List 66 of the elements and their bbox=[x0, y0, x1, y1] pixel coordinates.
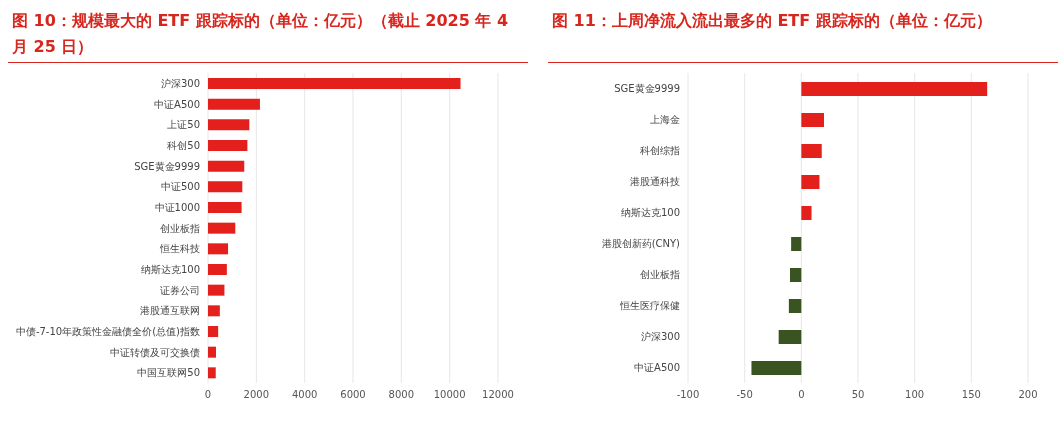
y-tick-label: 中国互联网50 bbox=[137, 367, 200, 379]
x-tick-label: 6000 bbox=[340, 389, 366, 401]
bar bbox=[788, 299, 802, 313]
x-tick-label: -100 bbox=[676, 389, 700, 401]
bar bbox=[208, 160, 245, 172]
bar bbox=[208, 326, 219, 337]
bar bbox=[208, 346, 216, 358]
bar bbox=[208, 78, 461, 89]
x-tick-label: 50 bbox=[851, 389, 865, 401]
x-tick-label: 200 bbox=[1018, 389, 1038, 401]
x-tick-label: 0 bbox=[798, 389, 805, 401]
y-tick-label: 港股通互联网 bbox=[140, 305, 200, 317]
x-tick-label: 2000 bbox=[243, 389, 270, 401]
bar bbox=[751, 361, 802, 375]
bar bbox=[208, 98, 260, 110]
y-tick-label: 中证转债及可交换债 bbox=[110, 346, 200, 358]
bar bbox=[208, 305, 220, 317]
y-tick-label: SGE黄金9999 bbox=[614, 83, 680, 95]
bar bbox=[790, 268, 802, 282]
y-tick-label: 中证1000 bbox=[154, 201, 200, 213]
x-tick-label: 150 bbox=[961, 389, 981, 401]
x-tick-label: 12000 bbox=[482, 389, 514, 401]
y-tick-label: 科创50 bbox=[167, 139, 200, 151]
y-tick-label: 科创综指 bbox=[640, 145, 680, 157]
bar bbox=[208, 181, 243, 193]
y-tick-label: 港股创新药(CNY) bbox=[601, 238, 681, 250]
bar bbox=[801, 175, 820, 189]
bar bbox=[208, 284, 225, 296]
chart-title: 图 10：规模最大的 ETF 跟踪标的（单位：亿元）（截止 2025 年 4 月 25 日） bbox=[8, 8, 528, 63]
bar bbox=[208, 264, 227, 275]
bar bbox=[208, 367, 216, 379]
bar bbox=[801, 206, 812, 220]
bar bbox=[801, 113, 824, 127]
y-tick-label: 中证500 bbox=[160, 181, 200, 193]
y-tick-label: 创业板指 bbox=[160, 222, 200, 234]
chart-title: 图 11：上周净流入流出最多的 ETF 跟踪标的（单位：亿元） bbox=[548, 8, 1058, 63]
x-tick-label: 8000 bbox=[388, 389, 415, 401]
y-tick-label: 证券公司 bbox=[160, 284, 200, 296]
y-tick-label: SGE黄金9999 bbox=[134, 160, 200, 172]
y-tick-label: 中证A500 bbox=[154, 98, 200, 110]
y-tick-label: 沪深300 bbox=[640, 331, 680, 343]
y-tick-label: 中债-7-10年政策性金融债全价(总值)指数 bbox=[15, 325, 200, 337]
y-tick-label: 恒生科技 bbox=[159, 243, 200, 255]
x-tick-label: 10000 bbox=[433, 389, 466, 401]
bar bbox=[208, 202, 242, 213]
y-tick-label: 创业板指 bbox=[640, 269, 680, 281]
y-tick-label: 上证50 bbox=[167, 119, 200, 131]
y-tick-label: 纳斯达克100 bbox=[620, 207, 680, 219]
y-tick-label: 上海金 bbox=[650, 114, 680, 126]
bar bbox=[801, 144, 822, 158]
bar bbox=[801, 82, 988, 96]
y-tick-label: 恒生医疗保健 bbox=[619, 300, 680, 312]
x-tick-label: 0 bbox=[204, 389, 212, 401]
y-tick-label: 港股通科技 bbox=[630, 176, 680, 188]
bar bbox=[778, 330, 802, 344]
bar bbox=[791, 237, 802, 251]
y-tick-label: 纳斯达克100 bbox=[140, 263, 200, 275]
y-tick-label: 沪深300 bbox=[160, 77, 200, 89]
bar bbox=[208, 222, 236, 234]
bar bbox=[208, 119, 250, 131]
x-tick-label: -50 bbox=[736, 389, 753, 401]
y-tick-label: 中证A500 bbox=[634, 362, 680, 374]
bar bbox=[208, 140, 248, 151]
bar bbox=[208, 243, 229, 255]
x-tick-label: 4000 bbox=[291, 389, 318, 401]
x-tick-label: 100 bbox=[905, 389, 925, 401]
